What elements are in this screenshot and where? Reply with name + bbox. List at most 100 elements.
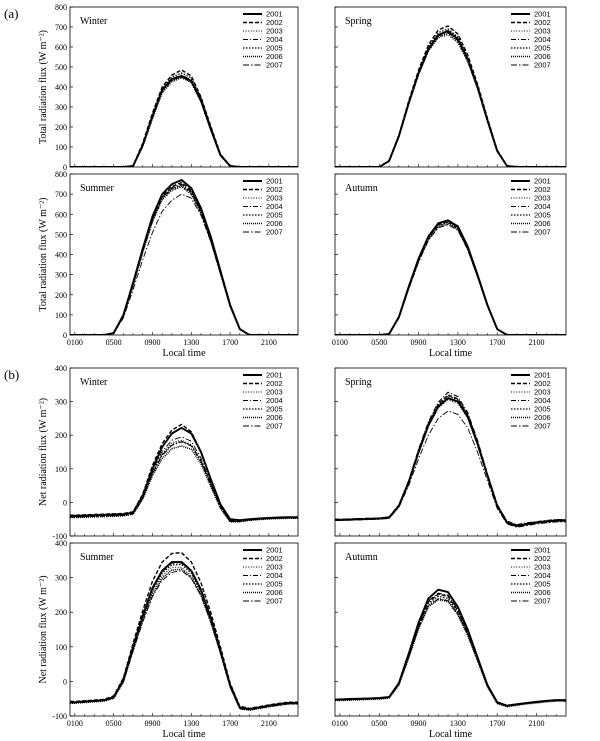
x-tick-label: 0100 (67, 719, 83, 728)
x-tick-label: 0100 (332, 719, 348, 728)
x-tick-label: 2100 (529, 719, 545, 728)
plot-frame (334, 173, 567, 336)
series-line-2001 (70, 561, 298, 711)
y-tick-label: 500 (55, 63, 67, 72)
legend-label-2003: 2003 (534, 563, 551, 572)
legend-label-2007: 2007 (534, 422, 551, 431)
series-line-2003 (70, 186, 298, 335)
series-line-2005 (70, 440, 298, 522)
legend-label-2002: 2002 (534, 379, 551, 388)
series-line-2001 (335, 30, 566, 167)
series-line-2004 (335, 391, 566, 526)
series-line-2006 (70, 185, 298, 335)
y-tick-label: 300 (55, 574, 67, 583)
y-tick-label: 800 (55, 170, 67, 179)
legend-label-2004: 2004 (534, 202, 551, 211)
x-tick-label: 0900 (144, 719, 160, 728)
y-tick-label: 400 (55, 251, 67, 260)
legend-label-2006: 2006 (534, 588, 551, 597)
y-axis-label: Net radiation flux (W m⁻²) (38, 398, 49, 506)
legend-label-2005: 2005 (534, 211, 551, 220)
series-line-2004 (335, 32, 566, 167)
series-line-2006 (70, 445, 298, 523)
x-axis-label: Local time (429, 348, 473, 359)
y-tick-label: 200 (55, 291, 67, 300)
series-line-2001 (70, 179, 298, 335)
y-tick-label: 0 (63, 677, 67, 686)
series-line-2006 (70, 568, 298, 711)
y-tick-label: 500 (55, 230, 67, 239)
series-line-2001 (335, 219, 566, 335)
x-tick-label: 0900 (144, 338, 160, 347)
legend-label-2001: 2001 (266, 546, 283, 555)
y-tick-label: 100 (55, 465, 67, 474)
panel-title-autumn: Autumn (345, 183, 378, 194)
y-tick-label: 0 (63, 163, 67, 172)
legend-label-2004: 2004 (534, 35, 551, 44)
series-line-2006 (335, 32, 566, 167)
y-tick-label: 300 (55, 103, 67, 112)
series-line-2007 (70, 436, 298, 521)
legend-label-2007: 2007 (266, 422, 283, 431)
legend-label-2007: 2007 (534, 597, 551, 606)
series-line-2006 (335, 396, 566, 528)
legend-label-2007: 2007 (534, 228, 551, 237)
y-tick-label: 400 (55, 83, 67, 92)
x-tick-label: 0900 (411, 338, 427, 347)
series-line-2002 (70, 552, 298, 710)
x-tick-label: 0500 (371, 338, 387, 347)
legend-label-2001: 2001 (266, 177, 283, 186)
panel-title-winter: Winter (80, 16, 108, 27)
x-axis-label: Local time (429, 729, 473, 740)
plot-frame (69, 6, 299, 168)
legend-label-2003: 2003 (266, 27, 283, 36)
series-line-2002 (70, 423, 298, 523)
x-tick-label: 0900 (411, 719, 427, 728)
series-line-2003 (70, 566, 298, 711)
series-line-2005 (335, 28, 566, 167)
series-line-2007 (70, 570, 298, 711)
y-axis-label: Total radiation flux (W m⁻²) (38, 30, 49, 144)
series-line-2001 (335, 397, 566, 527)
series-line-2005 (335, 394, 566, 527)
series-line-2004 (70, 562, 298, 710)
series-line-2003 (335, 34, 566, 167)
panel-title-summer: Summer (80, 552, 115, 563)
plot-frame (334, 542, 567, 717)
series-line-2003 (335, 223, 566, 335)
plot-frame (334, 367, 567, 537)
y-tick-label: 600 (55, 43, 67, 52)
panel-title-winter: Winter (80, 377, 108, 388)
legend-label-2005: 2005 (534, 405, 551, 414)
legend-label-2001: 2001 (534, 10, 551, 19)
y-tick-label: -100 (52, 532, 67, 541)
series-line-2005 (70, 72, 298, 167)
panel-title-autumn: Autumn (345, 552, 378, 563)
panel-net-winter: -1000100200300400Winter20012002200320042… (52, 364, 299, 541)
legend-label-2005: 2005 (534, 44, 551, 53)
y-tick-label: 700 (55, 190, 67, 199)
legend-label-2004: 2004 (534, 571, 551, 580)
x-tick-label: 1300 (183, 719, 199, 728)
y-axis-label: Net radiation flux (W m⁻²) (38, 575, 49, 683)
x-tick-label: 1700 (489, 338, 505, 347)
y-tick-label: 300 (55, 398, 67, 407)
x-tick-label: 1300 (183, 338, 199, 347)
series-line-2007 (335, 30, 566, 167)
series-line-2003 (70, 77, 298, 167)
series-line-2005 (335, 221, 566, 335)
legend-label-2006: 2006 (266, 52, 283, 61)
legend-label-2007: 2007 (266, 228, 283, 237)
y-tick-label: 400 (55, 364, 67, 373)
series-line-2007 (335, 410, 566, 528)
series-line-2003 (335, 597, 566, 707)
legend-label-2006: 2006 (534, 413, 551, 422)
legend-label-2001: 2001 (266, 10, 283, 19)
series-line-2002 (335, 25, 566, 167)
legend-label-2004: 2004 (266, 202, 283, 211)
series-line-2007 (335, 224, 566, 335)
